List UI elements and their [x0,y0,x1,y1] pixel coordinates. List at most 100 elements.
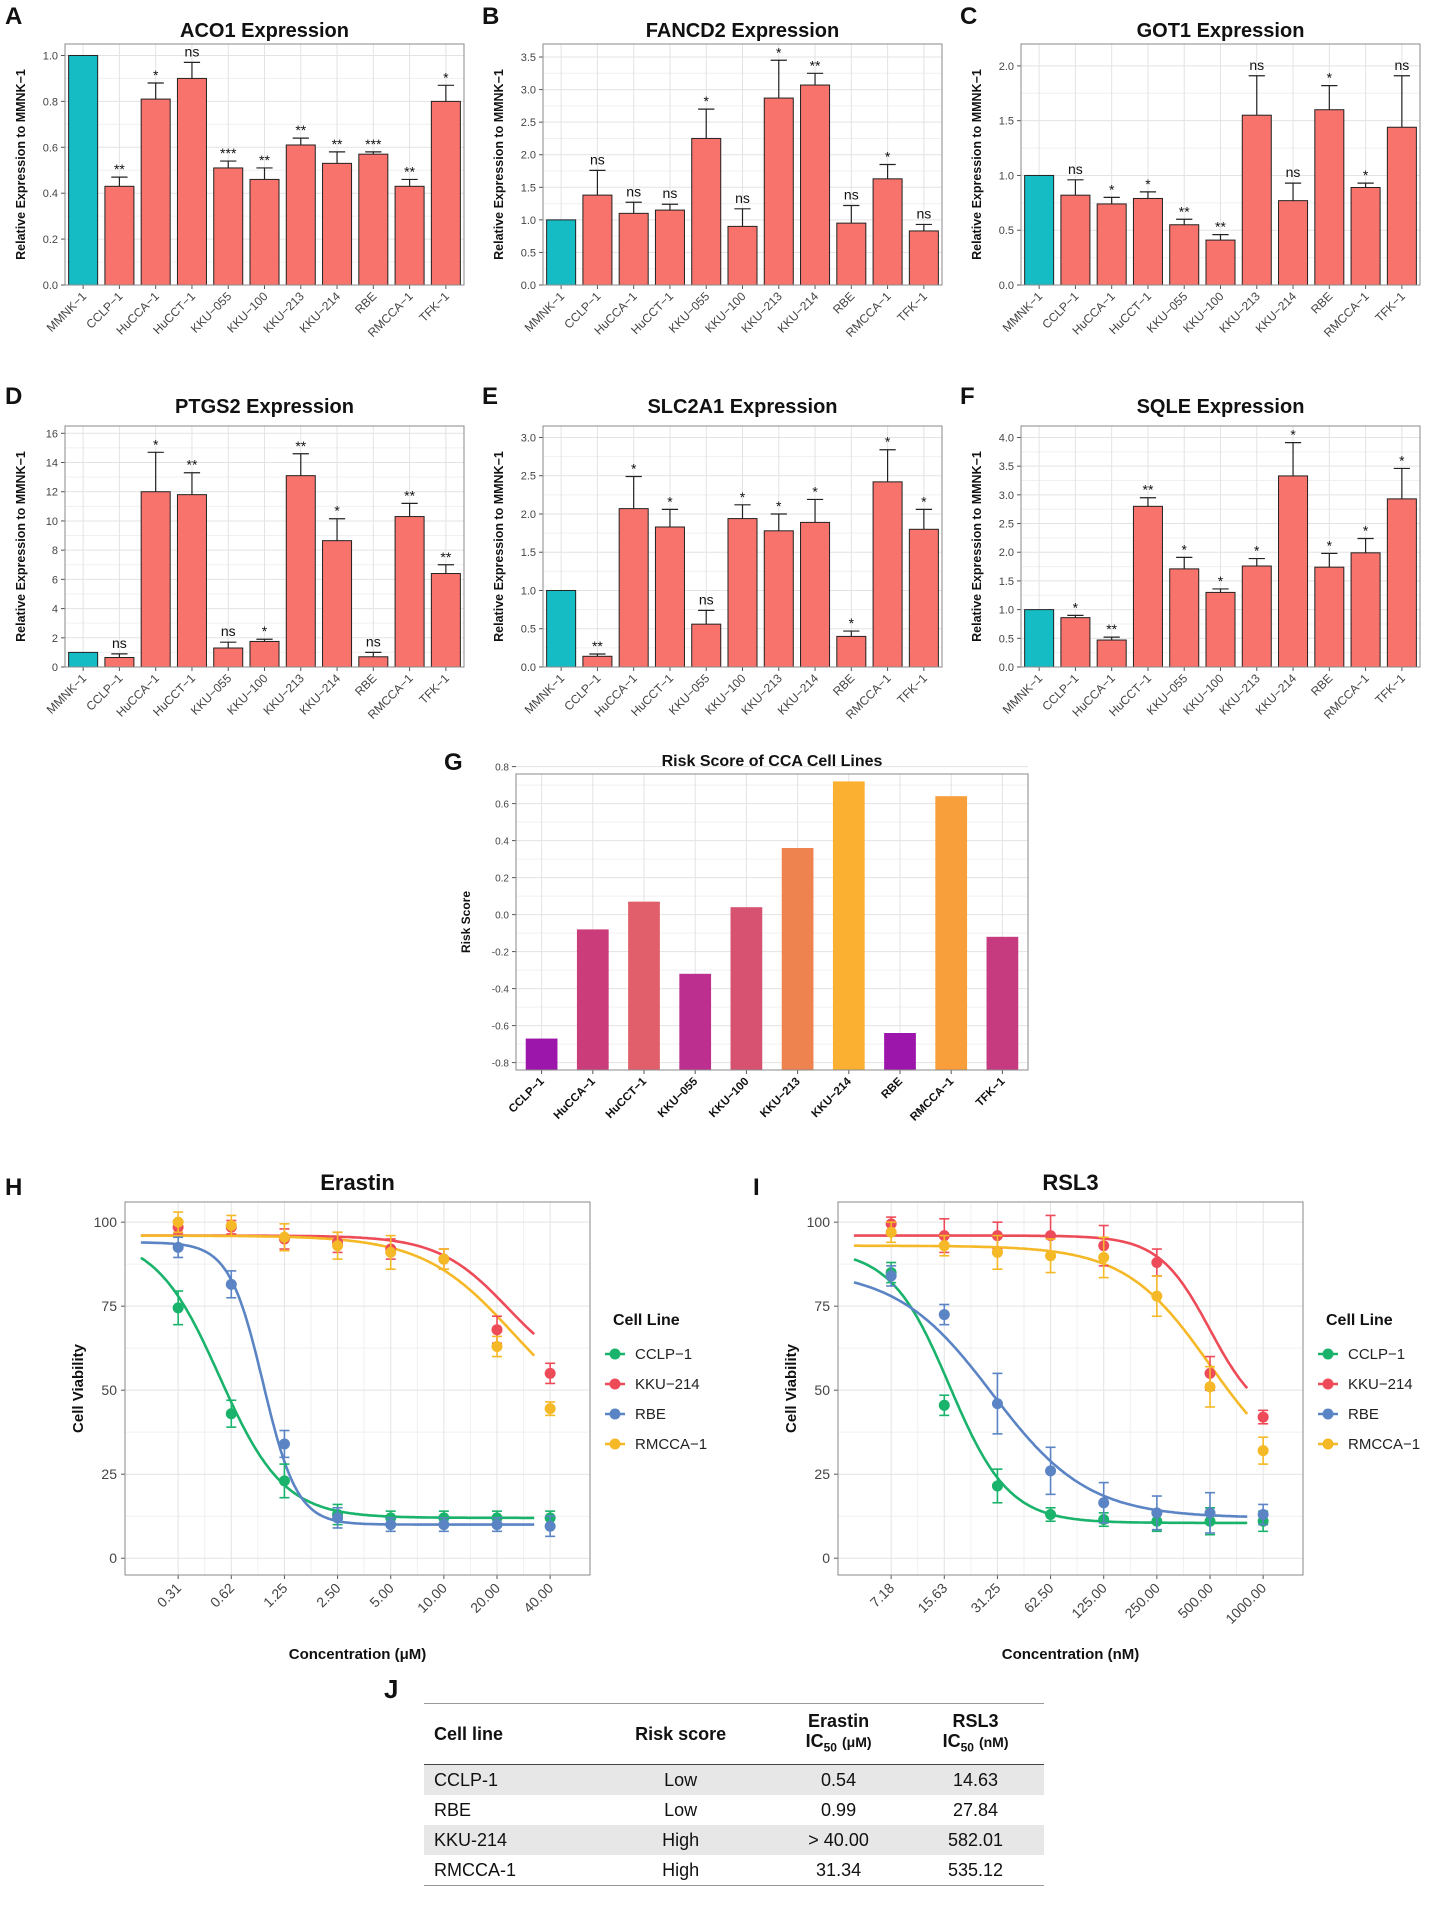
significance-label: ns [1068,161,1083,177]
y-tick-label: 3.0 [521,85,536,97]
y-tick-label: 2.5 [999,519,1014,531]
bar [691,623,722,668]
significance-label: * [776,44,782,60]
y-axis-label: Relative Expression to MMNK−1 [492,69,506,260]
significance-label: ** [259,152,270,168]
ic50-label: IC [805,1730,824,1751]
panel-label: B [482,3,499,30]
x-tick-label: RBE [1308,289,1335,316]
y-tick-label: 14 [46,458,58,470]
y-tick-label: -0.6 [492,1022,510,1033]
x-tick-label: KKU−055 [656,1075,701,1120]
bar [679,973,712,1070]
legend-item-label: KKU−214 [635,1376,700,1393]
panel-b: B FANCD2 Expression 0.0 0.5 1.0 1.5 2.0 2.5 3.0 3… [482,3,943,340]
data-point [885,1226,897,1238]
panel-i: I RSL3 0 25 50 75 100 7.18 15.63 31.25 62.50 125.00… [753,1170,1420,1663]
bar [800,84,831,286]
data-point [332,1240,344,1252]
bar [213,647,244,668]
significance-label: * [921,493,927,509]
x-tick-label: TFK−1 [1372,289,1408,325]
significance-label: * [1109,181,1115,197]
table-cell: 0.54 [770,1764,908,1795]
y-tick-label: 8 [52,545,58,557]
plot-frame [515,773,1029,1071]
bar [1205,239,1236,286]
legend-swatch-point [609,1348,621,1360]
data-point [172,1302,184,1314]
significance-label: * [1363,522,1369,538]
data-point [1098,1251,1110,1263]
x-tick-label: TFK−1 [974,1075,1008,1109]
bar [1350,552,1381,668]
bar [249,178,280,286]
table-header-risk-score: Risk score [591,1703,771,1765]
data-point [938,1309,950,1321]
bar [68,651,99,668]
bar [935,796,968,1070]
significance-label: * [704,93,710,109]
rsl3-unit: (nM) [978,1733,1009,1750]
y-tick-label: -0.8 [492,1059,510,1070]
y-tick-label: 0 [109,1550,117,1566]
y-tick-label: 3.0 [999,490,1014,502]
table-cell: Low [591,1764,771,1795]
table-cell: KKU-214 [424,1825,592,1855]
y-tick-label: 0.6 [43,142,58,154]
data-point [544,1367,556,1379]
data-point [332,1512,344,1524]
bar [986,936,1019,1070]
y-tick-label: 0.0 [521,280,536,292]
significance-label: * [153,436,159,452]
data-point [385,1246,397,1258]
y-axis-label: Relative Expression to MMNK−1 [14,69,28,260]
y-tick-label: 2.0 [999,547,1014,559]
significance-label: * [740,489,746,505]
bar [546,219,577,286]
bar [1278,200,1309,286]
legend-item-label: CCLP−1 [1348,1346,1405,1363]
bar [546,589,577,668]
legend-swatch-point [1322,1438,1334,1450]
legend-swatch-point [1322,1378,1334,1390]
significance-label: * [849,615,855,631]
significance-label: ** [404,163,415,179]
panel-label: C [960,3,977,30]
significance-label: * [776,498,782,514]
bar [1314,566,1345,668]
legend-item-label: RBE [1348,1406,1379,1423]
table-cell: 582.01 [907,1825,1044,1855]
data-point [1151,1256,1163,1268]
table-header-erastin-name: Erastin [808,1710,870,1731]
x-tick-label: 15.63 [914,1580,950,1616]
y-tick-label: 10 [46,516,58,528]
y-tick-label: 3.5 [521,52,536,64]
y-tick-label: 0.4 [495,837,509,848]
x-tick-label: RMCCA−1 [908,1075,956,1123]
data-point [1257,1411,1269,1423]
table-cell: 535.12 [907,1855,1044,1886]
bar [285,475,316,668]
bar [763,97,794,286]
bar [1096,203,1127,286]
bar [1169,568,1200,668]
y-tick-label: 0.0 [495,911,509,922]
significance-label: * [262,623,268,639]
data-point [491,1519,503,1531]
y-tick-label: 0 [52,662,58,674]
significance-label: ** [1179,203,1190,219]
legend-item-label: RBE [635,1406,666,1423]
bar [1241,114,1272,286]
chart-title: SLC2A1 Expression [647,396,837,418]
y-tick-label: 0.0 [999,662,1014,674]
y-tick-label: 0.0 [521,662,536,674]
y-tick-label: 100 [807,1214,831,1230]
y-tick-label: 1.0 [521,215,536,227]
y-tick-label: 1.5 [999,116,1014,128]
y-tick-label: 0.5 [521,624,536,636]
x-tick-label: 125.00 [1068,1580,1110,1622]
bar [1024,609,1055,668]
y-axis-label: Relative Expression to MMNK−1 [970,69,984,260]
y-tick-label: 1.5 [521,547,536,559]
